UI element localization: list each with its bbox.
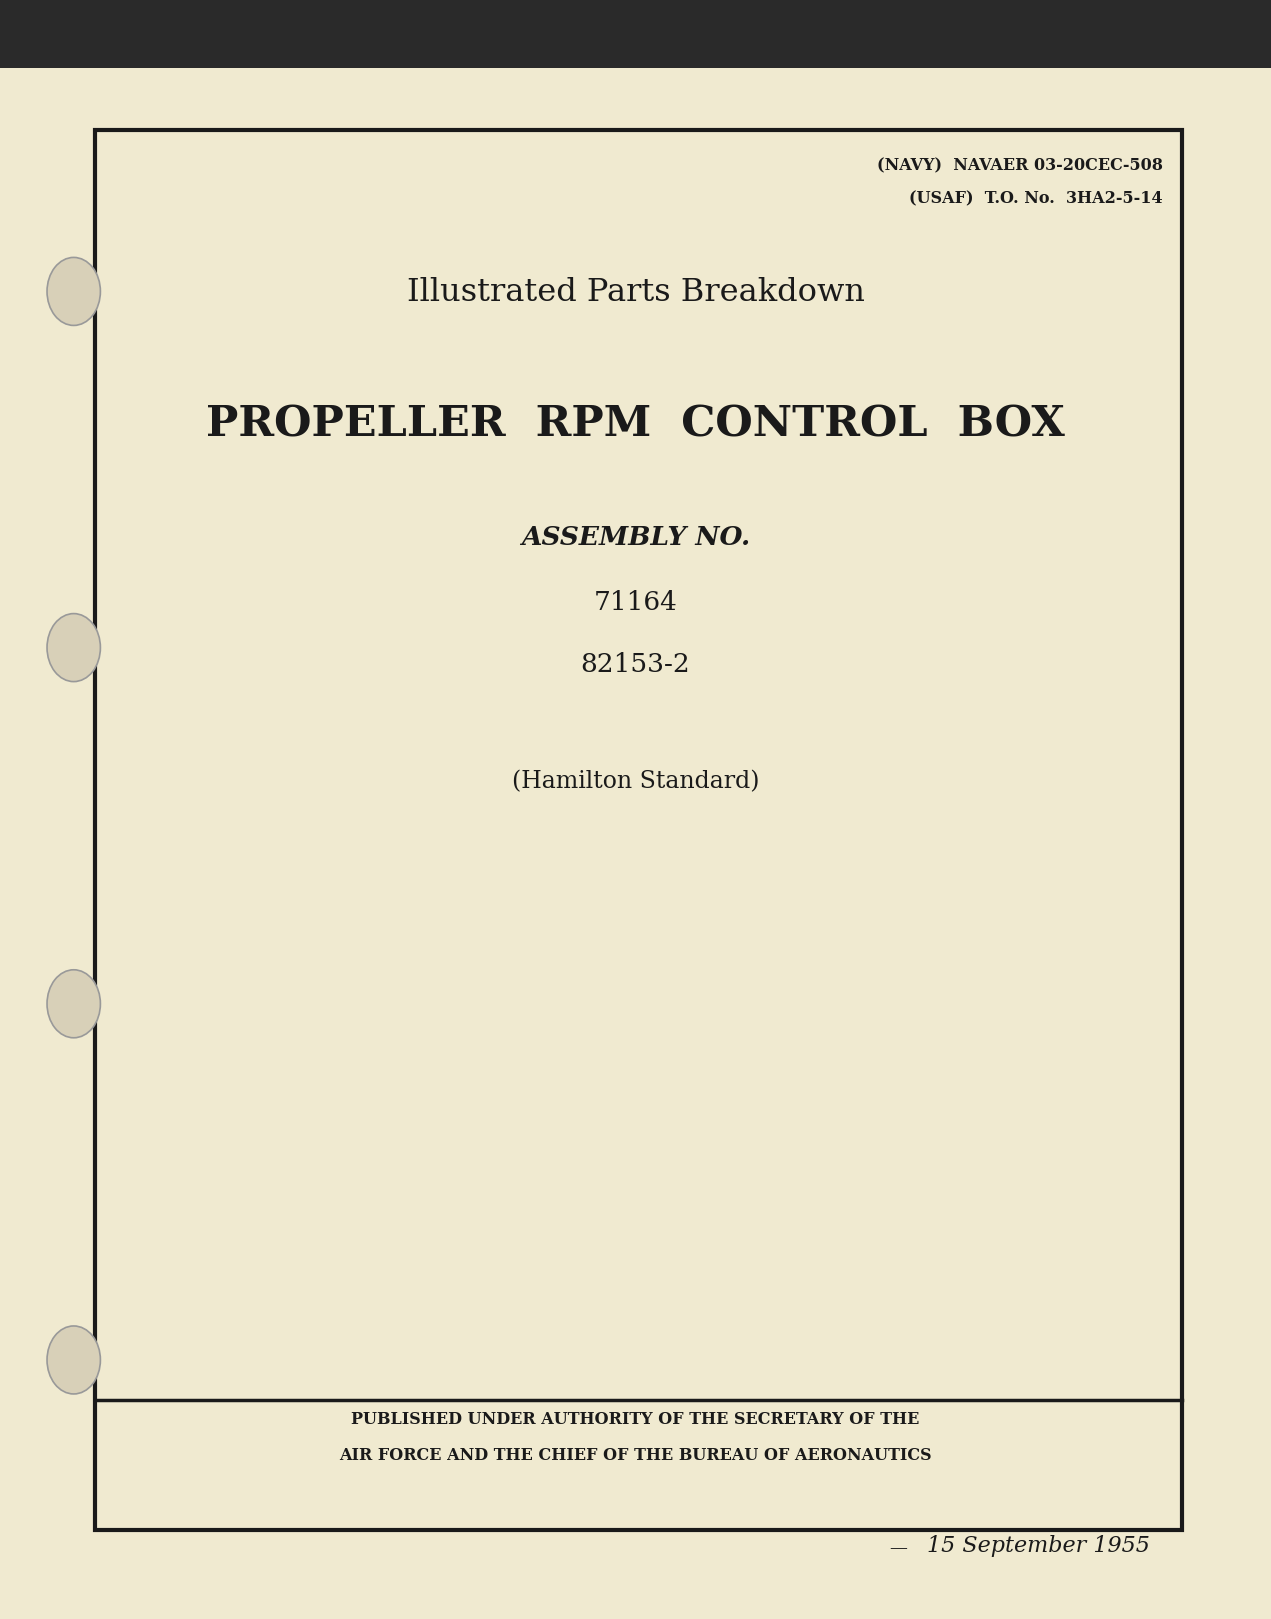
Text: PUBLISHED UNDER AUTHORITY OF THE SECRETARY OF THE: PUBLISHED UNDER AUTHORITY OF THE SECRETA… <box>351 1410 920 1428</box>
Bar <box>0 0 1271 68</box>
Text: 82153-2: 82153-2 <box>581 652 690 677</box>
Text: Illustrated Parts Breakdown: Illustrated Parts Breakdown <box>407 277 864 308</box>
Text: 71164: 71164 <box>594 591 677 615</box>
Bar <box>95 130 1182 1530</box>
Circle shape <box>47 614 100 682</box>
Circle shape <box>47 1326 100 1394</box>
Text: ASSEMBLY NO.: ASSEMBLY NO. <box>521 526 750 550</box>
Text: (Hamilton Standard): (Hamilton Standard) <box>512 771 759 793</box>
Text: (USAF)  T.O. No.  3HA2-5-14: (USAF) T.O. No. 3HA2-5-14 <box>909 189 1163 207</box>
Text: —: — <box>890 1540 907 1557</box>
Text: PROPELLER  RPM  CONTROL  BOX: PROPELLER RPM CONTROL BOX <box>206 403 1065 445</box>
Text: AIR FORCE AND THE CHIEF OF THE BUREAU OF AERONAUTICS: AIR FORCE AND THE CHIEF OF THE BUREAU OF… <box>339 1446 932 1464</box>
Circle shape <box>47 257 100 325</box>
Text: 15 September 1955: 15 September 1955 <box>928 1535 1150 1557</box>
Circle shape <box>47 970 100 1038</box>
Text: (NAVY)  NAVAER 03-20CEC-508: (NAVY) NAVAER 03-20CEC-508 <box>877 157 1163 175</box>
